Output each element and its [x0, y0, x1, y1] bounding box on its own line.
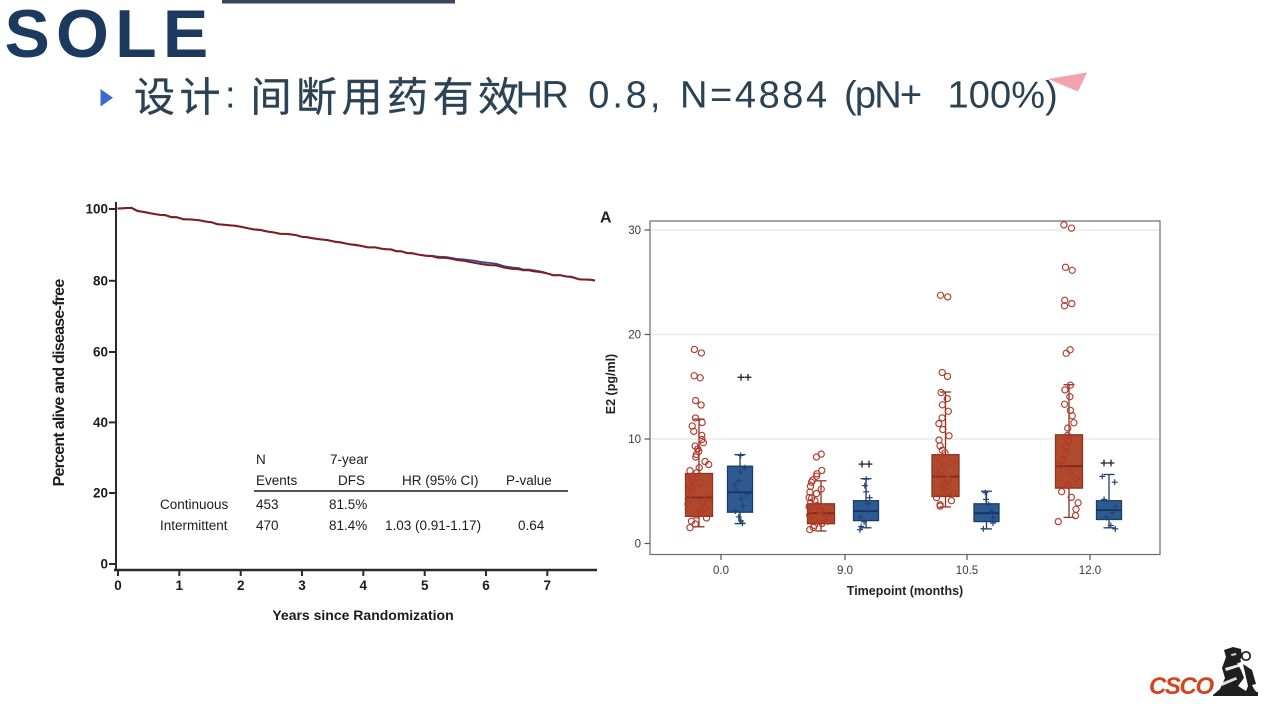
svg-text:6: 6 — [482, 578, 490, 593]
svg-text:1: 1 — [176, 578, 184, 593]
svg-text:0: 0 — [100, 557, 108, 572]
svg-text:CSCO: CSCO — [1149, 673, 1214, 700]
svg-text:Percent alive and disease-free: Percent alive and disease-free — [51, 279, 68, 487]
svg-text:40: 40 — [93, 415, 108, 430]
svg-text:100%): 100%) — [948, 75, 1058, 117]
svg-text:4: 4 — [360, 578, 368, 593]
svg-text:10.5: 10.5 — [956, 565, 978, 577]
svg-text:Years since Randomization: Years since Randomization — [272, 607, 453, 623]
svg-text:30: 30 — [628, 225, 641, 237]
svg-text:5: 5 — [421, 578, 429, 593]
svg-text:Intermittent: Intermittent — [160, 518, 228, 533]
svg-text:470: 470 — [256, 518, 279, 533]
svg-text:1.03 (0.91-1.17): 1.03 (0.91-1.17) — [385, 518, 481, 533]
svg-text:HR (95% CI): HR (95% CI) — [402, 473, 479, 488]
svg-text:Timepoint (months): Timepoint (months) — [847, 584, 963, 598]
svg-text:0.0: 0.0 — [713, 565, 729, 577]
svg-text:9.0: 9.0 — [837, 565, 853, 577]
svg-text:(pN+: (pN+ — [844, 75, 921, 117]
svg-text:P-value: P-value — [506, 473, 552, 488]
svg-text:7-year: 7-year — [330, 452, 369, 467]
svg-text:A: A — [600, 210, 612, 227]
svg-text:80: 80 — [93, 273, 108, 288]
svg-text:E2 (pg/ml): E2 (pg/ml) — [604, 354, 618, 414]
svg-text:0: 0 — [635, 539, 641, 551]
svg-text:60: 60 — [93, 345, 108, 360]
svg-text:453: 453 — [256, 497, 279, 512]
svg-text:20: 20 — [93, 486, 108, 501]
svg-text:10: 10 — [628, 434, 641, 446]
svg-text:DFS: DFS — [338, 473, 365, 488]
svg-text:0: 0 — [114, 578, 122, 593]
svg-text:81.4%: 81.4% — [329, 518, 367, 533]
svg-text:N=4884: N=4884 — [680, 75, 830, 117]
svg-text:N: N — [256, 452, 266, 467]
svg-text:7: 7 — [544, 578, 552, 593]
svg-text:20: 20 — [628, 330, 641, 342]
svg-text:Continuous: Continuous — [160, 497, 229, 512]
svg-text:SOLE: SOLE — [5, 0, 215, 72]
svg-text:HR: HR — [516, 75, 568, 117]
svg-text:100: 100 — [85, 202, 108, 217]
svg-text:2: 2 — [237, 578, 245, 593]
svg-text:0.8,: 0.8, — [588, 75, 663, 117]
svg-text:3: 3 — [298, 578, 306, 593]
svg-text::: : — [225, 75, 236, 117]
svg-text:81.5%: 81.5% — [329, 497, 367, 512]
svg-text:Events: Events — [256, 473, 298, 488]
svg-text:0.64: 0.64 — [518, 518, 545, 533]
svg-text:12.0: 12.0 — [1079, 565, 1101, 577]
